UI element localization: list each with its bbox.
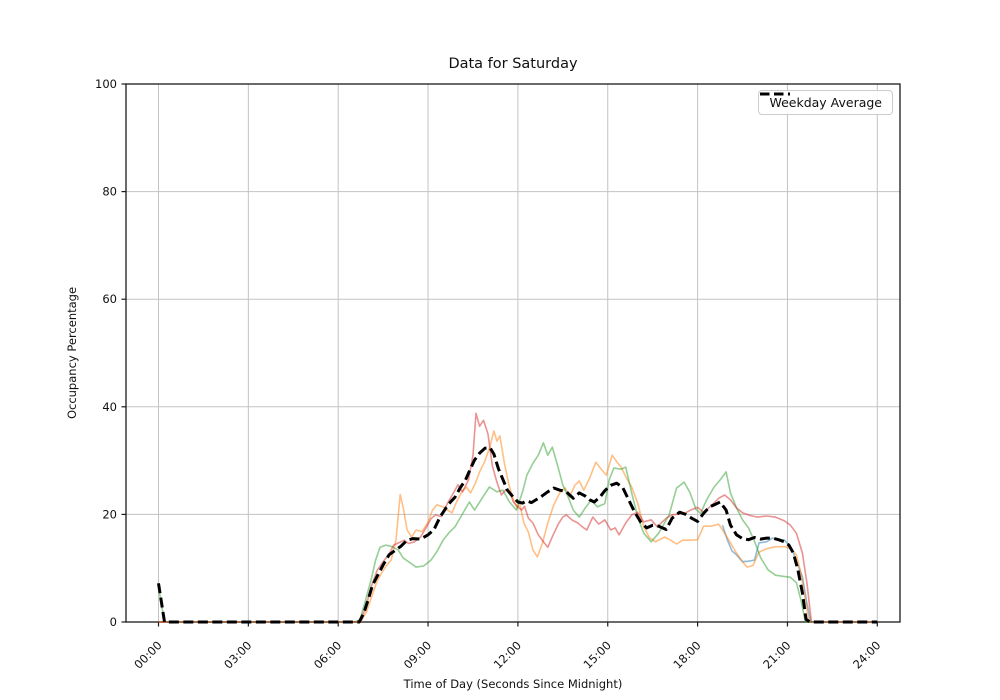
y-tick-label: 0 <box>110 615 117 629</box>
gridlines <box>126 83 900 623</box>
series-weekday-average <box>157 446 878 624</box>
x-tick-label: 24:00 <box>850 638 883 671</box>
y-tick-label: 100 <box>95 77 117 91</box>
x-tick-label: 06:00 <box>311 638 344 671</box>
dashed-line-sample-icon <box>760 92 791 96</box>
y-tick-label: 80 <box>102 185 117 199</box>
axis-ticks: 00:00 03:00 06:00 09:00 12:00 15:00 18:00 21:00… <box>95 77 883 672</box>
chart-title: Data for Saturday <box>448 56 578 72</box>
x-tick-label: 00:00 <box>131 638 164 671</box>
x-tick-label: 21:00 <box>760 638 793 671</box>
data-series <box>157 412 878 624</box>
legend-label: Weekday Average <box>769 95 882 110</box>
y-axis-label: Occupancy Percentage <box>65 286 79 420</box>
y-tick-label: 20 <box>102 507 117 521</box>
x-axis-label: Time of Day (Seconds Since Midnight) <box>403 677 623 691</box>
legend: Weekday Average <box>758 90 893 115</box>
y-tick-label: 60 <box>102 292 117 306</box>
x-tick-label: 03:00 <box>221 638 254 671</box>
series-red-line <box>158 412 878 623</box>
y-tick-label: 40 <box>102 400 117 414</box>
plot-border <box>125 83 901 623</box>
x-tick-label: 12:00 <box>491 638 524 671</box>
series-orange-line <box>158 430 878 623</box>
x-tick-label: 15:00 <box>581 638 614 671</box>
x-tick-label: 09:00 <box>401 638 434 671</box>
x-tick-label: 18:00 <box>670 638 703 671</box>
